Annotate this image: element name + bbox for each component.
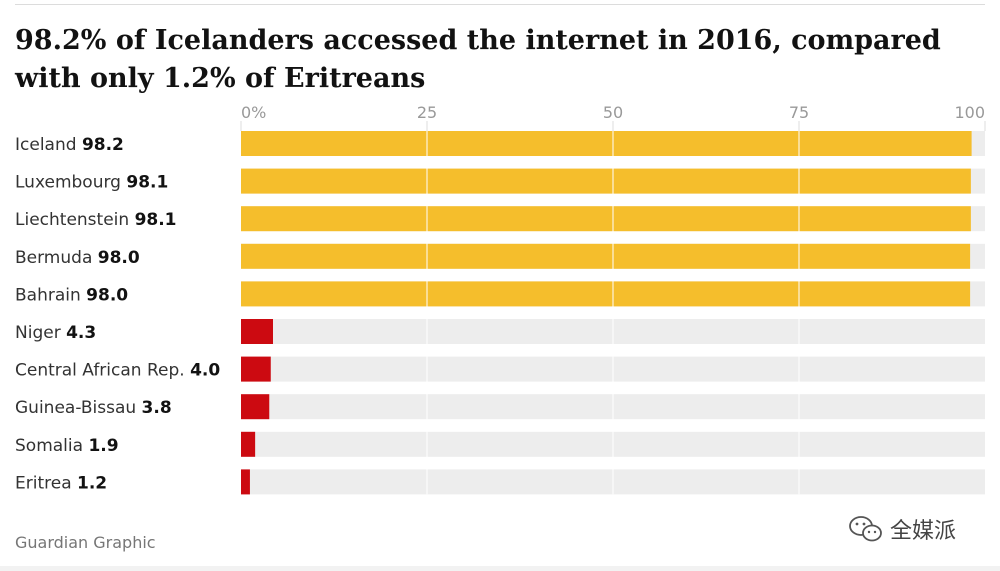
value-label: 98.0 (98, 248, 140, 268)
source-credit: Guardian Graphic (15, 533, 156, 552)
value-label: 4.3 (66, 323, 96, 343)
row-label: Niger 4.3 (15, 323, 96, 343)
row-label: Somalia 1.9 (15, 436, 119, 456)
x-tick-label: 100 (954, 103, 985, 122)
row-label: Luxembourg 98.1 (15, 173, 168, 193)
chart-title: 98.2% of Icelanders accessed the interne… (15, 25, 941, 94)
bar (241, 319, 273, 344)
value-label: 1.2 (77, 473, 107, 493)
bar (241, 431, 256, 457)
row-label: Guinea-Bissau 3.8 (15, 398, 172, 418)
country-name: Somalia (15, 436, 88, 456)
bar (241, 168, 971, 194)
country-name: Bermuda (15, 248, 98, 268)
country-name: Liechtenstein (15, 210, 135, 230)
x-tick-label: 25 (417, 103, 437, 122)
bar (241, 131, 972, 156)
country-name: Eritrea (15, 473, 77, 493)
wechat-icon (849, 516, 882, 542)
row-label: Eritrea 1.2 (15, 473, 107, 493)
value-label: 4.0 (190, 361, 220, 381)
bar (241, 394, 270, 420)
x-tick-label: 50 (603, 103, 623, 122)
row-label: Bahrain 98.0 (15, 285, 128, 305)
country-name: Central African Rep. (15, 361, 190, 381)
value-label: 3.8 (142, 398, 172, 418)
row-label: Iceland 98.2 (15, 135, 124, 155)
watermark-text: 全媒派 (890, 519, 957, 544)
country-name: Luxembourg (15, 173, 126, 193)
bar (241, 356, 271, 382)
country-name: Iceland (15, 135, 82, 155)
bottom-rule (0, 566, 1000, 571)
value-label: 98.1 (126, 173, 168, 193)
row-label: Bermuda 98.0 (15, 248, 140, 268)
value-label: 98.1 (135, 210, 177, 230)
x-tick-label: 75 (789, 103, 809, 122)
bar (241, 469, 250, 495)
row-label: Central African Rep. 4.0 (15, 361, 220, 381)
bar (241, 243, 971, 269)
value-label: 98.0 (86, 285, 128, 305)
bar (241, 206, 971, 232)
x-tick-label: 0% (241, 103, 266, 122)
country-name: Guinea-Bissau (15, 398, 142, 418)
bar (241, 281, 971, 307)
top-rule (15, 4, 985, 5)
country-name: Bahrain (15, 285, 86, 305)
row-label: Liechtenstein 98.1 (15, 210, 177, 230)
value-label: 98.2 (82, 135, 124, 155)
value-label: 1.9 (88, 436, 118, 456)
country-name: Niger (15, 323, 66, 343)
watermark: 全媒派 (848, 514, 956, 544)
